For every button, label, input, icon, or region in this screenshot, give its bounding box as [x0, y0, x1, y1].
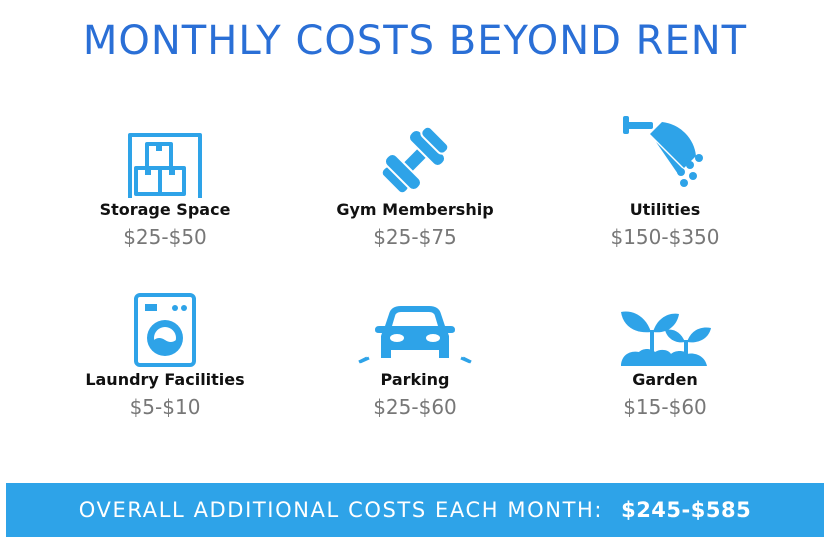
- cost-item-price: $150-$350: [610, 225, 720, 249]
- cost-item-price: $25-$50: [123, 225, 207, 249]
- cost-item-utilities: Utilities $150-$350: [545, 112, 785, 250]
- storage-boxes-icon: [128, 133, 202, 198]
- cost-item-label: Storage Space: [99, 200, 231, 219]
- cost-item-price: $25-$75: [373, 225, 457, 249]
- total-label: OVERALL ADDITIONAL COSTS EACH MONTH:: [78, 498, 604, 522]
- cost-item-label: Laundry Facilities: [85, 370, 245, 389]
- cost-item-storage: Storage Space $25-$50: [45, 132, 285, 250]
- total-value: $245-$585: [621, 498, 752, 522]
- shower-icon: [623, 116, 703, 187]
- cost-item-garden: Garden $15-$60: [545, 304, 785, 420]
- cost-item-label: Gym Membership: [336, 200, 494, 219]
- cost-item-price: $25-$60: [373, 395, 457, 419]
- washing-machine-icon: [134, 293, 196, 367]
- cost-item-price: $15-$60: [623, 395, 707, 419]
- cost-item-laundry: Laundry Facilities $5-$10: [45, 292, 285, 420]
- cost-item-label: Parking: [380, 370, 450, 389]
- cost-item-label: Garden: [632, 370, 698, 389]
- cost-item-parking: Parking $25-$60: [295, 300, 535, 420]
- sprouts-icon: [621, 311, 711, 366]
- cost-item-label: Utilities: [629, 200, 701, 219]
- dumbbell-icon: [380, 125, 450, 195]
- cost-item-gym: Gym Membership $25-$75: [295, 122, 535, 250]
- total-banner: OVERALL ADDITIONAL COSTS EACH MONTH: $24…: [6, 483, 824, 537]
- page-title: MONTHLY COSTS BEYOND RENT: [82, 18, 748, 64]
- car-icon: [358, 306, 472, 364]
- cost-item-price: $5-$10: [129, 395, 201, 419]
